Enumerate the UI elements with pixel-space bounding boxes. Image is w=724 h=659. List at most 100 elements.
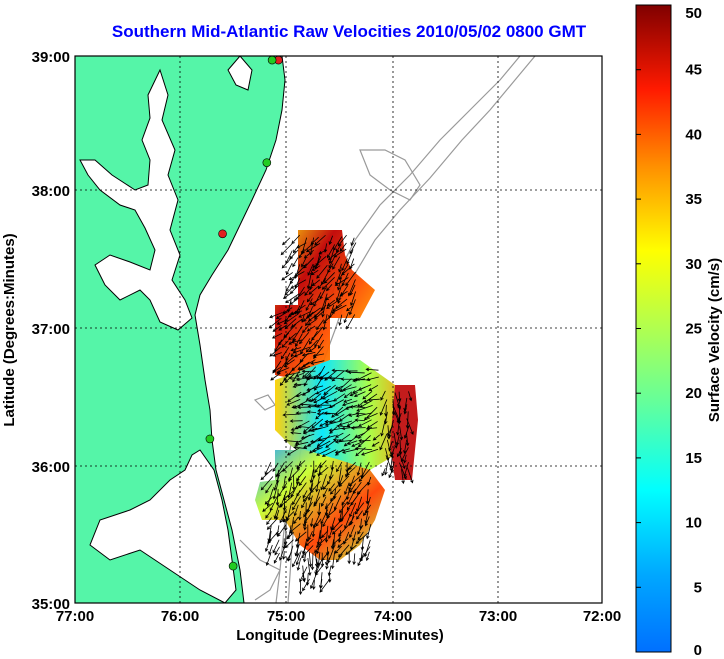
velocity-arrow <box>266 517 279 530</box>
velocity-arrow <box>309 447 317 454</box>
velocity-arrow <box>264 537 271 553</box>
velocity-arrow <box>317 339 325 349</box>
velocity-arrow <box>311 326 324 341</box>
y-tick-label: 37:00 <box>32 321 70 338</box>
velocity-arrow <box>310 552 315 571</box>
velocity-arrow <box>274 546 280 556</box>
velocity-arrow <box>325 557 330 570</box>
velocity-arrow <box>312 511 322 529</box>
velocity-arrow <box>308 427 322 432</box>
velocity-arrow <box>300 433 315 440</box>
velocity-arrow <box>365 367 379 372</box>
velocity-arrow <box>293 382 308 387</box>
velocity-arrow <box>301 359 316 368</box>
velocity-arrow <box>352 481 362 495</box>
velocity-arrow <box>304 284 314 297</box>
velocity-arrow <box>309 469 314 484</box>
velocity-arrow <box>306 385 324 392</box>
velocity-arrow <box>299 566 308 583</box>
velocity-arrow <box>328 304 335 319</box>
velocity-arrow <box>272 324 282 332</box>
velocity-arrow <box>337 530 342 543</box>
velocity-arrow <box>354 446 373 451</box>
velocity-arrow <box>313 403 331 408</box>
colorbar: 0 5 10 15 20 25 30 35 40 45 50 Surface Velocity (c… <box>635 4 723 659</box>
velocity-arrow <box>365 551 370 562</box>
x-tick-label: 77:00 <box>56 608 94 625</box>
velocity-arrow <box>396 418 401 436</box>
velocity-arrow <box>312 447 323 453</box>
velocity-arrow <box>283 313 299 325</box>
velocity-arrow <box>272 481 279 500</box>
velocity-arrow <box>317 435 336 442</box>
radar-station-marker <box>228 561 238 571</box>
velocity-arrow <box>403 454 407 464</box>
velocity-arrow <box>295 333 303 347</box>
velocity-arrow <box>338 314 343 326</box>
velocity-arrow <box>341 258 348 272</box>
velocity-arrow <box>301 497 308 509</box>
velocity-arrow <box>348 524 356 539</box>
velocity-arrow <box>325 293 335 301</box>
velocity-arrow <box>388 468 394 479</box>
velocity-arrow <box>346 466 356 476</box>
velocity-arrow <box>292 257 299 268</box>
y-tick-label: 38:00 <box>32 183 70 200</box>
velocity-arrow <box>272 352 282 357</box>
velocity-arrow <box>326 508 337 518</box>
velocity-arrow <box>280 243 293 256</box>
velocity-arrow <box>352 553 356 566</box>
velocity-arrow <box>290 481 300 498</box>
velocity-arrow <box>293 445 308 450</box>
colorbar-tick-label: 25 <box>685 321 702 338</box>
velocity-arrow <box>307 558 312 576</box>
velocity-arrow <box>279 509 287 524</box>
velocity-arrow <box>321 551 329 562</box>
velocity-arrow <box>356 372 372 381</box>
velocity-arrow <box>362 390 373 400</box>
x-axis-label: Longitude (Degrees:Minutes) <box>236 627 444 644</box>
velocity-arrow <box>314 333 324 348</box>
velocity-arrow <box>324 525 329 543</box>
velocity-arrow <box>273 552 280 564</box>
x-tick-label: 74:00 <box>374 608 412 625</box>
velocity-arrow <box>372 434 381 441</box>
velocity-arrow <box>371 441 380 447</box>
y-axis: 39:00 38:00 37:00 36:00 35:00 Latitude (… <box>1 49 70 613</box>
velocity-arrow <box>339 501 348 514</box>
velocity-arrow <box>289 284 300 295</box>
velocity-arrow <box>324 496 336 510</box>
velocity-arrow <box>309 298 320 306</box>
velocity-arrow <box>308 285 319 295</box>
velocity-arrow <box>346 314 356 330</box>
velocity-arrow <box>323 272 335 284</box>
velocity-arrow <box>397 398 402 408</box>
velocity-arrow <box>344 482 350 496</box>
velocity-arrow <box>315 385 331 395</box>
velocity-arrow <box>288 523 301 534</box>
colorbar-tick-label: 15 <box>685 450 702 467</box>
velocity-arrow <box>354 418 365 422</box>
velocity-arrow <box>313 304 327 318</box>
velocity-arrow <box>308 311 316 317</box>
velocity-arrow <box>341 426 359 431</box>
velocity-arrow <box>298 331 310 345</box>
velocity-arrow <box>357 524 364 535</box>
velocity-arrow <box>334 432 344 438</box>
velocity-arrow <box>350 426 366 430</box>
velocity-arrow <box>321 299 327 318</box>
velocity-arrow <box>329 414 345 424</box>
velocity-arrow <box>358 438 371 443</box>
velocity-arrow <box>276 367 290 374</box>
velocity-arrow <box>317 502 321 516</box>
velocity-arrow <box>349 502 357 518</box>
velocity-arrow <box>286 532 295 540</box>
velocity-arrow <box>294 420 310 430</box>
velocity-arrow <box>328 483 335 492</box>
velocity-arrow <box>349 483 356 494</box>
velocity-arrow <box>292 384 302 389</box>
velocity-arrow <box>326 299 336 307</box>
velocity-arrow <box>354 502 365 515</box>
velocity-arrow <box>344 369 358 373</box>
